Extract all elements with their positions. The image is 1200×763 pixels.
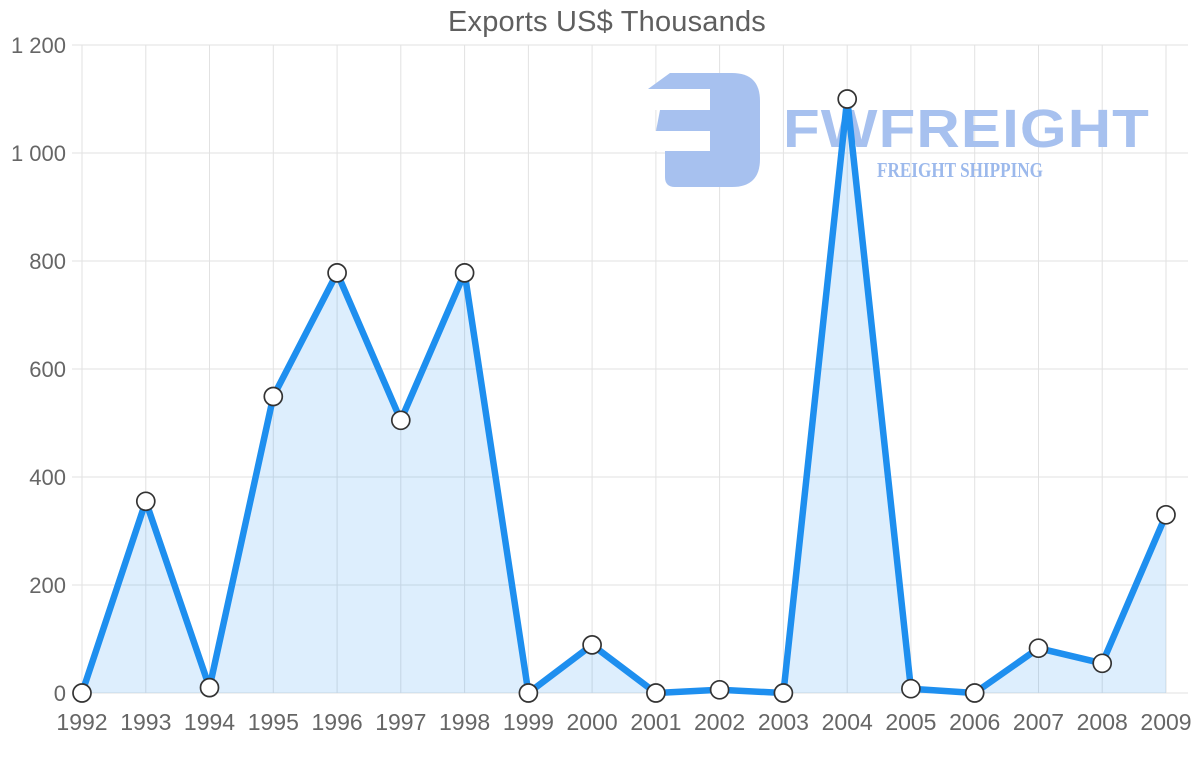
data-point-marker[interactable] (199, 677, 220, 698)
logo-subtitle-text: FREIGHT SHIPPING (877, 158, 1043, 182)
data-point-marker[interactable] (901, 678, 921, 699)
data-point-marker[interactable] (1156, 504, 1176, 525)
x-axis-label: 2004 (822, 709, 873, 735)
x-axis-label: 1999 (503, 709, 554, 735)
data-point-marker[interactable] (837, 89, 858, 109)
data-point-marker[interactable] (263, 386, 284, 407)
series-area (82, 99, 1166, 693)
y-axis-label: 0 (54, 681, 66, 706)
data-point-marker[interactable] (1028, 638, 1049, 659)
data-point-marker[interactable] (582, 635, 602, 655)
data-point-marker[interactable] (454, 263, 475, 283)
series-line (78, 95, 1170, 697)
freight-logo-icon (648, 73, 760, 187)
x-axis-label: 2009 (1140, 709, 1191, 735)
x-axis-label: 2001 (630, 709, 681, 735)
x-axis-label: 1997 (375, 709, 426, 735)
data-point-marker[interactable] (72, 683, 92, 703)
data-point-marker[interactable] (518, 683, 539, 703)
watermark-logo: FWFREIGHT FREIGHT SHIPPING (648, 73, 1150, 187)
x-axis-label: 1992 (56, 709, 107, 735)
series (72, 89, 1176, 703)
chart-title: Exports US$ Thousands (447, 6, 766, 38)
data-point-marker[interactable] (135, 491, 156, 512)
x-axis-label: 2002 (694, 709, 745, 735)
x-axis-label: 2005 (885, 709, 936, 735)
data-point-marker[interactable] (773, 683, 794, 703)
x-axis-label: 1996 (312, 709, 363, 735)
data-point-marker[interactable] (709, 679, 730, 700)
x-axis-label: 1995 (248, 709, 299, 735)
data-point-marker[interactable] (646, 683, 666, 703)
y-axis-label: 200 (29, 573, 66, 598)
data-point-marker[interactable] (327, 263, 347, 283)
logo-brand-text: FWFREIGHT (783, 99, 1150, 159)
data-point-marker[interactable] (964, 683, 985, 703)
data-point-marker[interactable] (390, 410, 411, 431)
x-axis-label: 2006 (949, 709, 1000, 735)
x-axis-label: 2003 (758, 709, 809, 735)
x-axis-label: 1998 (439, 709, 490, 735)
y-axis-label: 400 (29, 465, 66, 490)
y-axis-label: 1 200 (11, 33, 66, 58)
x-axis-label: 2000 (567, 709, 618, 735)
axis-labels: 0 200 400 600 800 1 000 1 200 1992 1993 1994 1995 1… (11, 33, 1192, 735)
y-axis-label: 800 (29, 249, 66, 274)
x-axis-label: 1993 (120, 709, 171, 735)
x-axis-label: 2007 (1013, 709, 1064, 735)
x-axis-label: 1994 (184, 709, 235, 735)
y-axis-label: 600 (29, 357, 66, 382)
data-point-marker[interactable] (1092, 653, 1113, 674)
y-axis-label: 1 000 (11, 141, 66, 166)
x-axis-label: 2008 (1077, 709, 1128, 735)
